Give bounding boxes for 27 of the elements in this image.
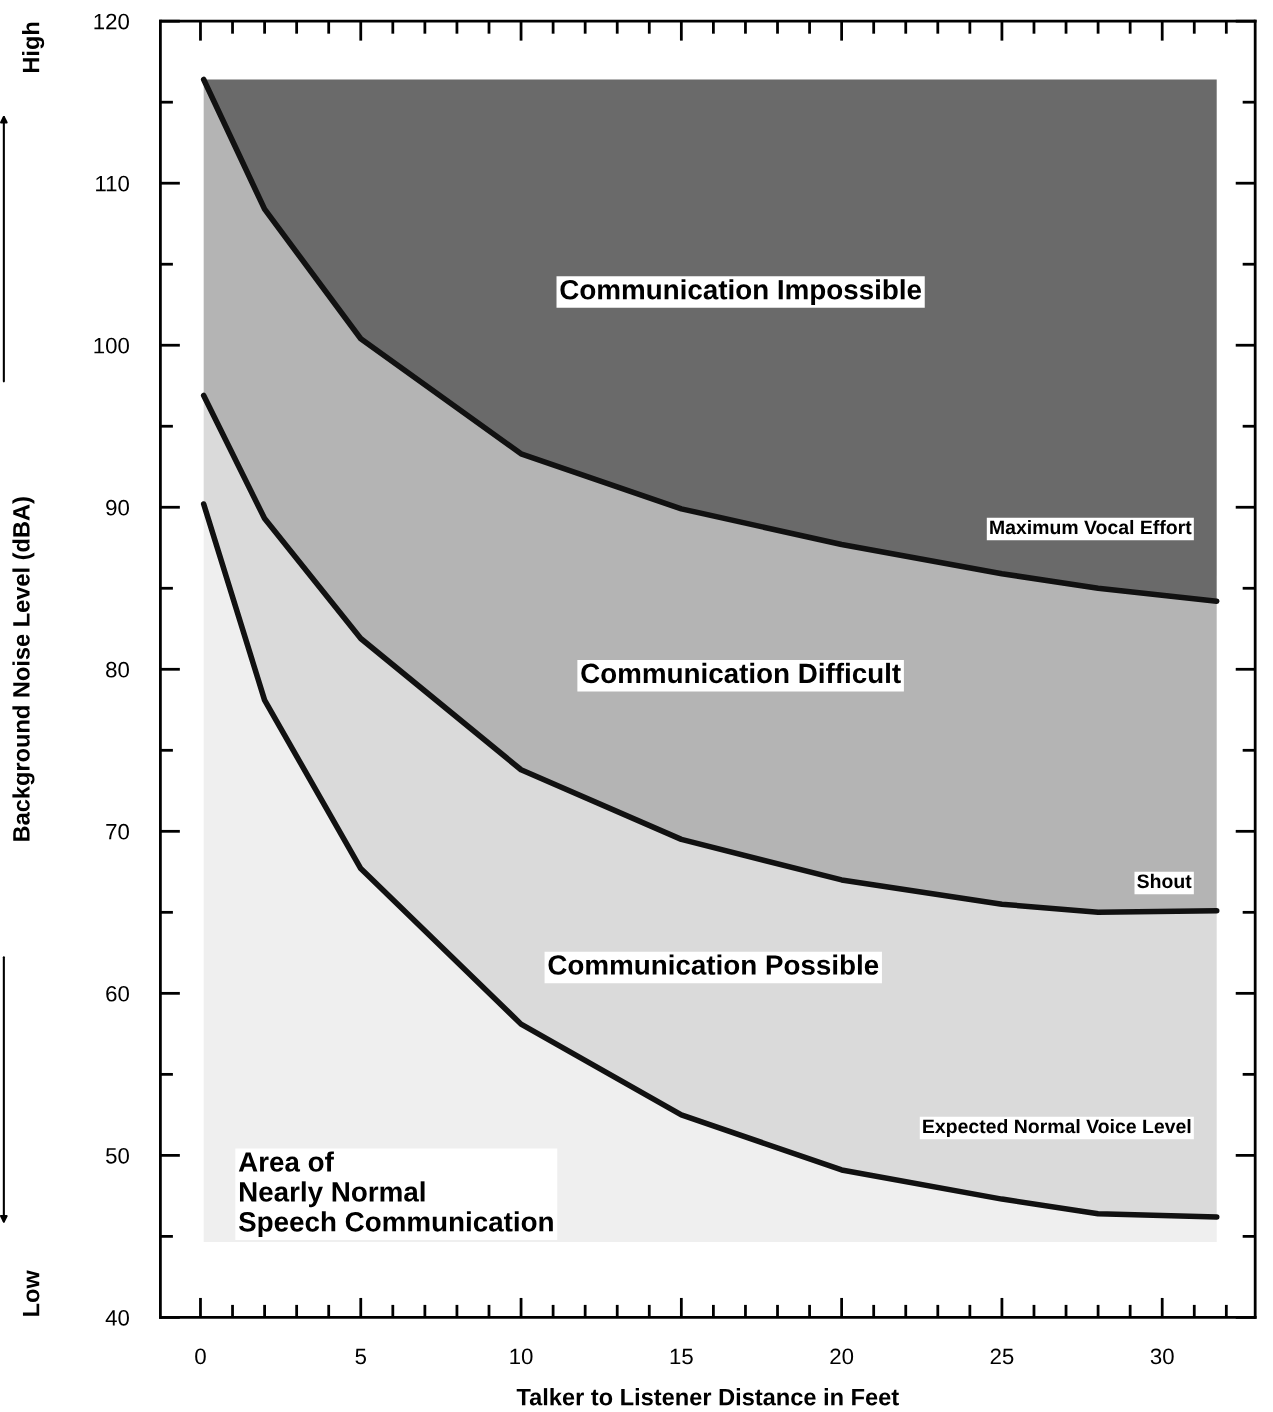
- y-tick-label: 120: [94, 13, 129, 30]
- y-tick-label: 50: [106, 1147, 129, 1164]
- series-label: Maximum Vocal Effort: [990, 519, 1192, 535]
- y-tick-label: 40: [105, 1309, 129, 1326]
- annotation: Communication Possible: [548, 954, 879, 975]
- annotation: Communication Impossible: [560, 279, 922, 306]
- y-axis-title: Background Noise Level (dBA): [12, 497, 35, 841]
- x-tick-label: 30: [1150, 1348, 1174, 1365]
- y-tick-label: 110: [96, 175, 129, 192]
- series-label: Shout: [1137, 873, 1192, 889]
- y-tick-label: 100: [94, 337, 129, 354]
- y-tick-label: 90: [106, 499, 129, 516]
- y-tick-label: 60: [106, 985, 129, 1002]
- annotation: Communication Difficult: [581, 662, 901, 684]
- x-tick-label: 0: [195, 1348, 206, 1365]
- x-tick-label: 10: [510, 1348, 533, 1365]
- x-axis-title: Talker to Listener Distance in Feet: [516, 1388, 899, 1406]
- text: Expected Normal Voice Level: [923, 1118, 1191, 1138]
- x-tick-label: 25: [990, 1348, 1014, 1365]
- annotation: Area of Nearly Normal Speech Communication: [238, 1151, 553, 1238]
- x-tick-label: 15: [670, 1348, 693, 1365]
- y-tick-label: 80: [106, 661, 129, 678]
- text: High: [22, 22, 45, 73]
- y-tick-label: 70: [106, 823, 129, 840]
- text: Low: [22, 1270, 40, 1316]
- x-tick-label: 20: [830, 1348, 854, 1365]
- x-tick-label: 5: [355, 1348, 367, 1365]
